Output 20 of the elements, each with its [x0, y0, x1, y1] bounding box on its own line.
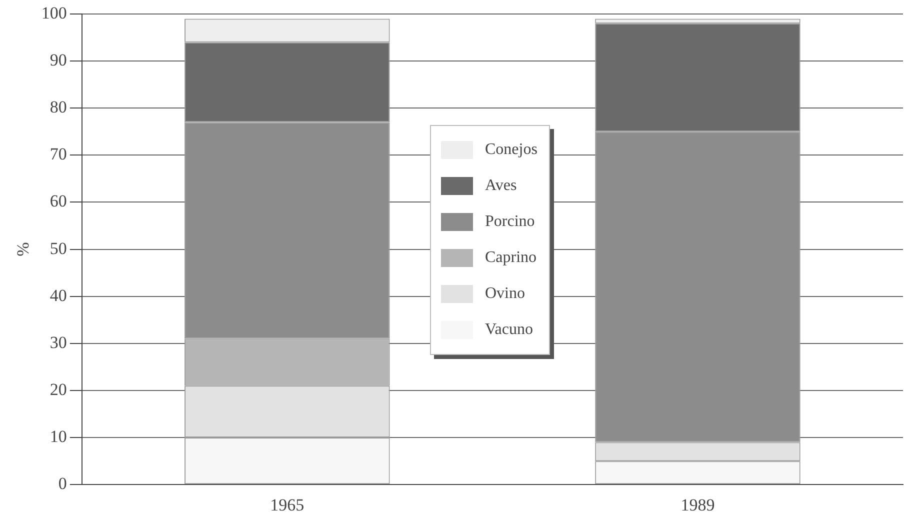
y-tick-label: 100 [41, 3, 67, 22]
y-tick-label: 80 [50, 98, 67, 117]
legend-label: Conejos [485, 141, 538, 159]
legend-label: Ovino [485, 285, 525, 303]
y-axis-title: % [14, 242, 33, 256]
y-tick-label: 40 [50, 286, 67, 305]
x-tick-label: 1965 [270, 495, 304, 514]
legend-label: Porcino [485, 213, 535, 231]
y-tick-label: 90 [50, 50, 67, 70]
x-tick-label: 1989 [680, 495, 715, 514]
legend-label: Vacuno [485, 321, 533, 339]
y-tick-label: 70 [50, 144, 67, 164]
legend-label: Caprino [485, 249, 537, 267]
y-tick-label: 60 [50, 192, 67, 211]
y-tick-label: 50 [50, 238, 67, 258]
y-tick-label: 20 [50, 380, 67, 399]
y-tick-label: 0 [58, 474, 67, 494]
legend-label: Aves [485, 177, 517, 195]
y-tick-label: 30 [50, 332, 67, 352]
y-tick-label: 10 [50, 427, 67, 446]
